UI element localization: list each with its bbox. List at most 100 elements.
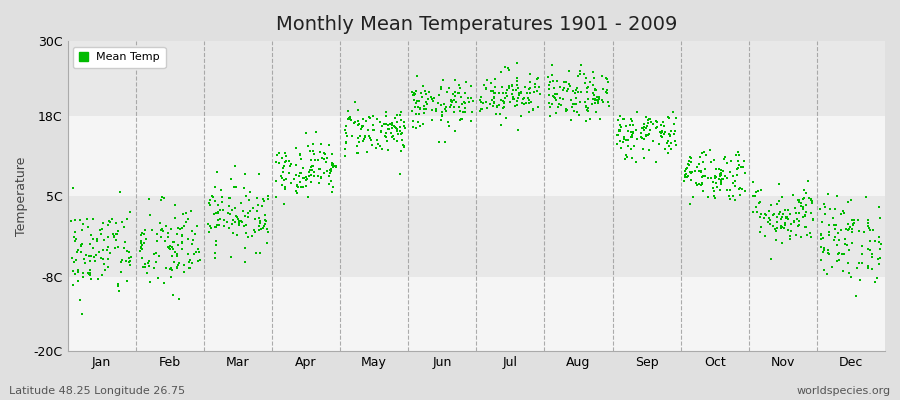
Point	[613, 122, 627, 128]
Point	[563, 83, 578, 90]
Point	[662, 133, 677, 140]
Point	[766, 222, 780, 229]
Point	[208, 224, 222, 230]
Point	[83, 258, 97, 264]
Point	[447, 92, 462, 99]
Point	[154, 226, 168, 233]
Point	[345, 132, 359, 139]
Point	[661, 138, 675, 144]
Point	[205, 194, 220, 200]
Point	[185, 237, 200, 244]
Point	[381, 122, 395, 128]
Point	[860, 223, 875, 230]
Point	[695, 180, 709, 186]
Point	[71, 278, 86, 284]
Point	[465, 98, 480, 104]
Point	[479, 85, 493, 91]
Point	[626, 130, 640, 136]
Point	[86, 236, 100, 242]
Point	[93, 226, 107, 233]
Point	[370, 116, 384, 122]
Point	[318, 151, 332, 157]
Point	[730, 166, 744, 172]
Point	[317, 155, 331, 162]
Point	[624, 134, 638, 140]
Point	[613, 113, 627, 120]
Point	[732, 152, 746, 159]
Point	[792, 210, 806, 216]
Point	[629, 127, 643, 133]
Point	[655, 134, 670, 141]
Point	[112, 288, 126, 294]
Point	[385, 125, 400, 132]
Point	[510, 85, 525, 91]
Point	[799, 202, 814, 208]
Point	[229, 184, 243, 190]
Point	[158, 238, 172, 244]
Point	[574, 62, 589, 68]
Point	[417, 110, 431, 116]
Point	[763, 202, 778, 208]
Point	[684, 155, 698, 162]
Point	[438, 104, 453, 110]
Point	[777, 210, 791, 217]
Point	[600, 75, 615, 82]
Point	[527, 84, 542, 90]
Point	[394, 117, 409, 123]
Point	[448, 99, 463, 105]
Point	[397, 119, 411, 125]
Point	[639, 133, 653, 140]
Point	[772, 198, 787, 204]
Point	[211, 210, 225, 216]
Point	[293, 156, 308, 162]
Point	[184, 208, 199, 215]
Point	[662, 143, 677, 149]
Point	[164, 226, 178, 232]
Point	[530, 88, 544, 94]
Point	[542, 82, 556, 88]
Point	[636, 124, 651, 131]
Point	[544, 72, 559, 79]
Point	[122, 259, 137, 265]
Point	[230, 214, 245, 220]
Point	[762, 208, 777, 214]
Point	[692, 153, 706, 160]
Point	[394, 130, 409, 136]
Point	[621, 128, 635, 134]
Point	[101, 264, 115, 271]
Point	[552, 104, 566, 110]
Point	[300, 176, 314, 182]
Point	[161, 234, 176, 240]
Point	[214, 187, 229, 194]
Point	[296, 184, 310, 190]
Point	[438, 107, 453, 114]
Point	[379, 130, 393, 136]
Point	[616, 116, 630, 122]
Point	[234, 219, 248, 225]
Point	[637, 155, 652, 161]
Point	[275, 165, 290, 171]
Point	[859, 194, 873, 200]
Point	[393, 128, 408, 134]
Point	[713, 173, 727, 180]
Point	[252, 170, 266, 177]
Point	[619, 137, 634, 144]
Point	[89, 252, 104, 258]
Point	[754, 210, 769, 217]
Point	[68, 271, 82, 278]
Point	[599, 90, 614, 96]
Point	[788, 218, 802, 225]
Point	[289, 188, 303, 195]
Point	[385, 134, 400, 140]
Point	[568, 90, 582, 96]
Point	[109, 230, 123, 237]
Point	[406, 118, 420, 125]
Point	[168, 249, 183, 255]
Point	[102, 244, 116, 250]
Point	[201, 221, 215, 227]
Point	[215, 198, 230, 205]
Point	[669, 141, 683, 148]
Point	[678, 174, 692, 180]
Point	[778, 220, 793, 226]
Point	[580, 106, 595, 113]
